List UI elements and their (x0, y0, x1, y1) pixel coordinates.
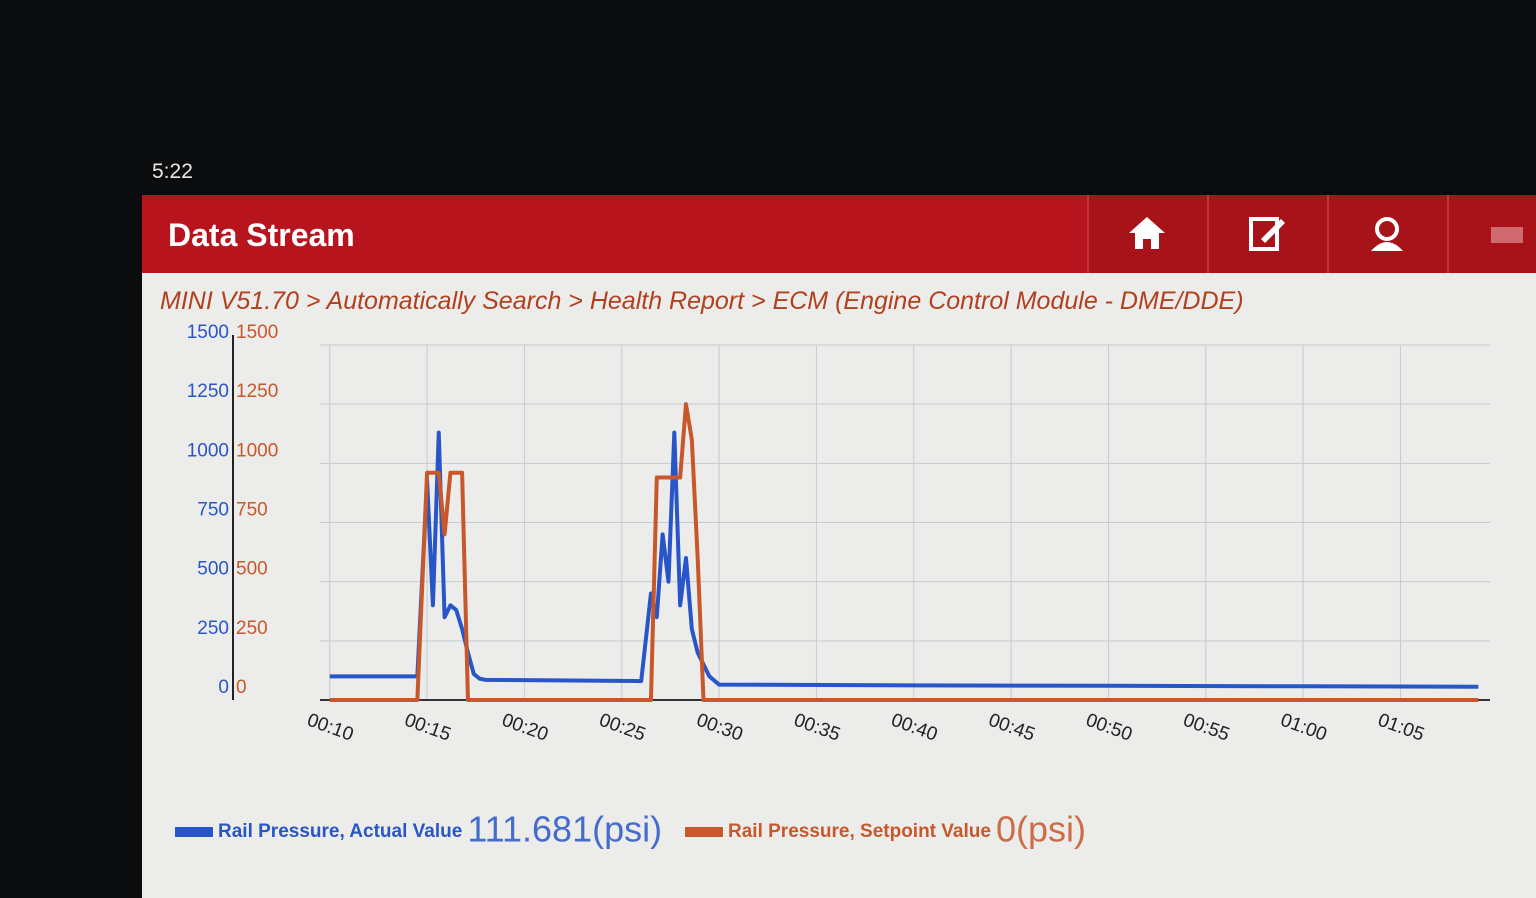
legend-swatch (175, 827, 213, 837)
legend-current: 111.681(psi) (467, 809, 662, 850)
y2-tick-label: 1000 (236, 440, 278, 461)
app-header: Data Stream (142, 195, 1536, 273)
x-tick-label: 00:40 (888, 710, 940, 746)
y-tick-label: 1250 (187, 381, 229, 402)
legend-label: Rail Pressure, Actual Value (218, 821, 462, 842)
y-tick-label: 750 (197, 500, 229, 521)
x-tick-label: 00:50 (1083, 710, 1135, 746)
y2-tick-label: 250 (236, 618, 268, 639)
x-tick-label: 00:30 (694, 710, 746, 746)
x-tick-label: 00:15 (402, 710, 454, 746)
y-tick-label: 0 (218, 677, 229, 698)
y-tick-label: 500 (197, 559, 229, 580)
y-tick-label: 1500 (187, 322, 229, 343)
content: MINI V51.70 > Automatically Search > Hea… (142, 273, 1536, 898)
profile-button[interactable] (1327, 195, 1447, 273)
y-tick-label: 250 (197, 618, 229, 639)
x-tick-label: 00:45 (986, 710, 1038, 746)
y2-tick-label: 1500 (236, 322, 278, 343)
legend-swatch (685, 827, 723, 837)
print-button[interactable] (1447, 195, 1536, 273)
page-title: Data Stream (168, 217, 355, 253)
x-tick-label: 00:55 (1180, 710, 1232, 746)
x-tick-label: 00:35 (791, 710, 843, 746)
legend-current: 0(psi) (996, 809, 1086, 850)
edit-button[interactable] (1207, 195, 1327, 273)
series-line (329, 430, 1479, 689)
x-tick-label: 00:10 (304, 710, 356, 746)
x-tick-label: 01:05 (1375, 710, 1427, 746)
y2-tick-label: 500 (236, 559, 268, 580)
y2-tick-label: 750 (236, 500, 268, 521)
x-tick-label: 01:00 (1278, 710, 1330, 746)
x-tick-label: 00:25 (596, 710, 648, 746)
y2-tick-label: 1250 (236, 381, 278, 402)
breadcrumb: MINI V51.70 > Automatically Search > Hea… (160, 287, 1244, 315)
status-time: 5:22 (152, 160, 193, 183)
series-line (329, 402, 1479, 702)
x-tick-label: 00:20 (499, 710, 551, 746)
home-button[interactable] (1087, 195, 1207, 273)
y2-tick-label: 0 (236, 677, 247, 698)
legend-label: Rail Pressure, Setpoint Value (728, 821, 991, 842)
y-tick-label: 1000 (187, 440, 229, 461)
